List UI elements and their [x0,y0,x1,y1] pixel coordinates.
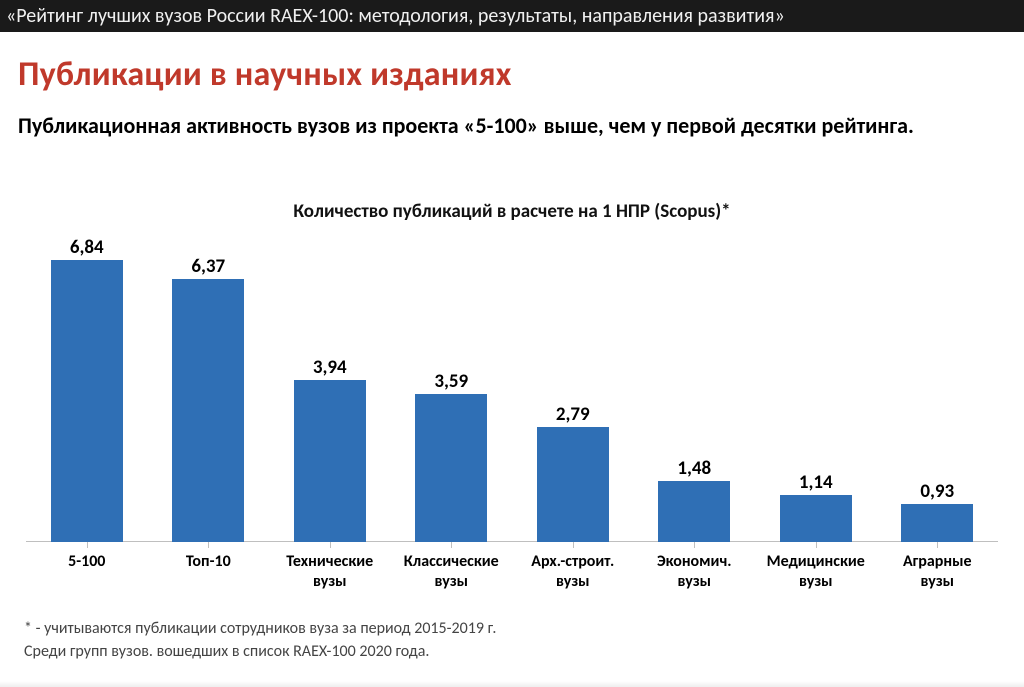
video-title-bar: «Рейтинг лучших вузов России RAEX-100: м… [0,0,1024,32]
axis-tick [816,542,817,548]
slide-heading: Публикации в научных изданиях [18,54,512,95]
footnote: * - учитываются публикации сотрудников в… [24,618,496,663]
bar: 3,94 [294,380,366,542]
slide-subheading: Публикационная активность вузов из проек… [18,110,948,142]
bottom-crop-fade [0,681,1024,687]
axis-tick [208,542,209,548]
bar: 3,59 [415,394,487,542]
category-label: Топ-10 [148,552,270,572]
axis-tick [694,542,695,548]
footnote-line-2: Среди групп вузов. вошедших в список RAE… [24,641,496,663]
category-label: Медицинскиевузы [755,552,877,592]
bar: 1,48 [658,481,730,542]
category-label: 5-100 [26,552,148,572]
category-label: Классическиевузы [391,552,513,592]
bar: 6,84 [51,260,123,542]
bar: 1,14 [780,495,852,542]
bar-value-label: 1,48 [658,457,730,480]
bar: 2,79 [537,427,609,542]
axis-tick [451,542,452,548]
bar: 0,93 [901,504,973,542]
bar-value-label: 6,84 [51,236,123,259]
category-label: Экономич.вузы [634,552,756,592]
bar-chart: 6,84 6,37 3,94 3,59 2,79 1,48 1,14 0,93 5-100То… [26,232,998,602]
axis-tick [330,542,331,548]
bar-value-label: 3,59 [415,370,487,393]
axis-tick [573,542,574,548]
category-label: Арх.-строит.вузы [512,552,634,592]
chart-title: Количество публикаций в расчете на 1 НПР… [0,200,1024,223]
video-title: «Рейтинг лучших вузов России RAEX-100: м… [6,4,785,28]
bar-value-label: 3,94 [294,356,366,379]
bar-value-label: 2,79 [537,403,609,426]
bar: 6,37 [172,279,244,542]
category-label: Техническиевузы [269,552,391,592]
category-label: Аграрныевузы [877,552,999,592]
footnote-line-1: * - учитываются публикации сотрудников в… [24,618,496,640]
bar-value-label: 1,14 [780,471,852,494]
axis-tick [87,542,88,548]
bar-value-label: 0,93 [901,480,973,503]
axis-tick [937,542,938,548]
bar-value-label: 6,37 [172,255,244,278]
slide: Публикации в научных изданиях Публикацио… [0,32,1024,687]
chart-plot-area: 6,84 6,37 3,94 3,59 2,79 1,48 1,14 0,93 [26,232,998,542]
